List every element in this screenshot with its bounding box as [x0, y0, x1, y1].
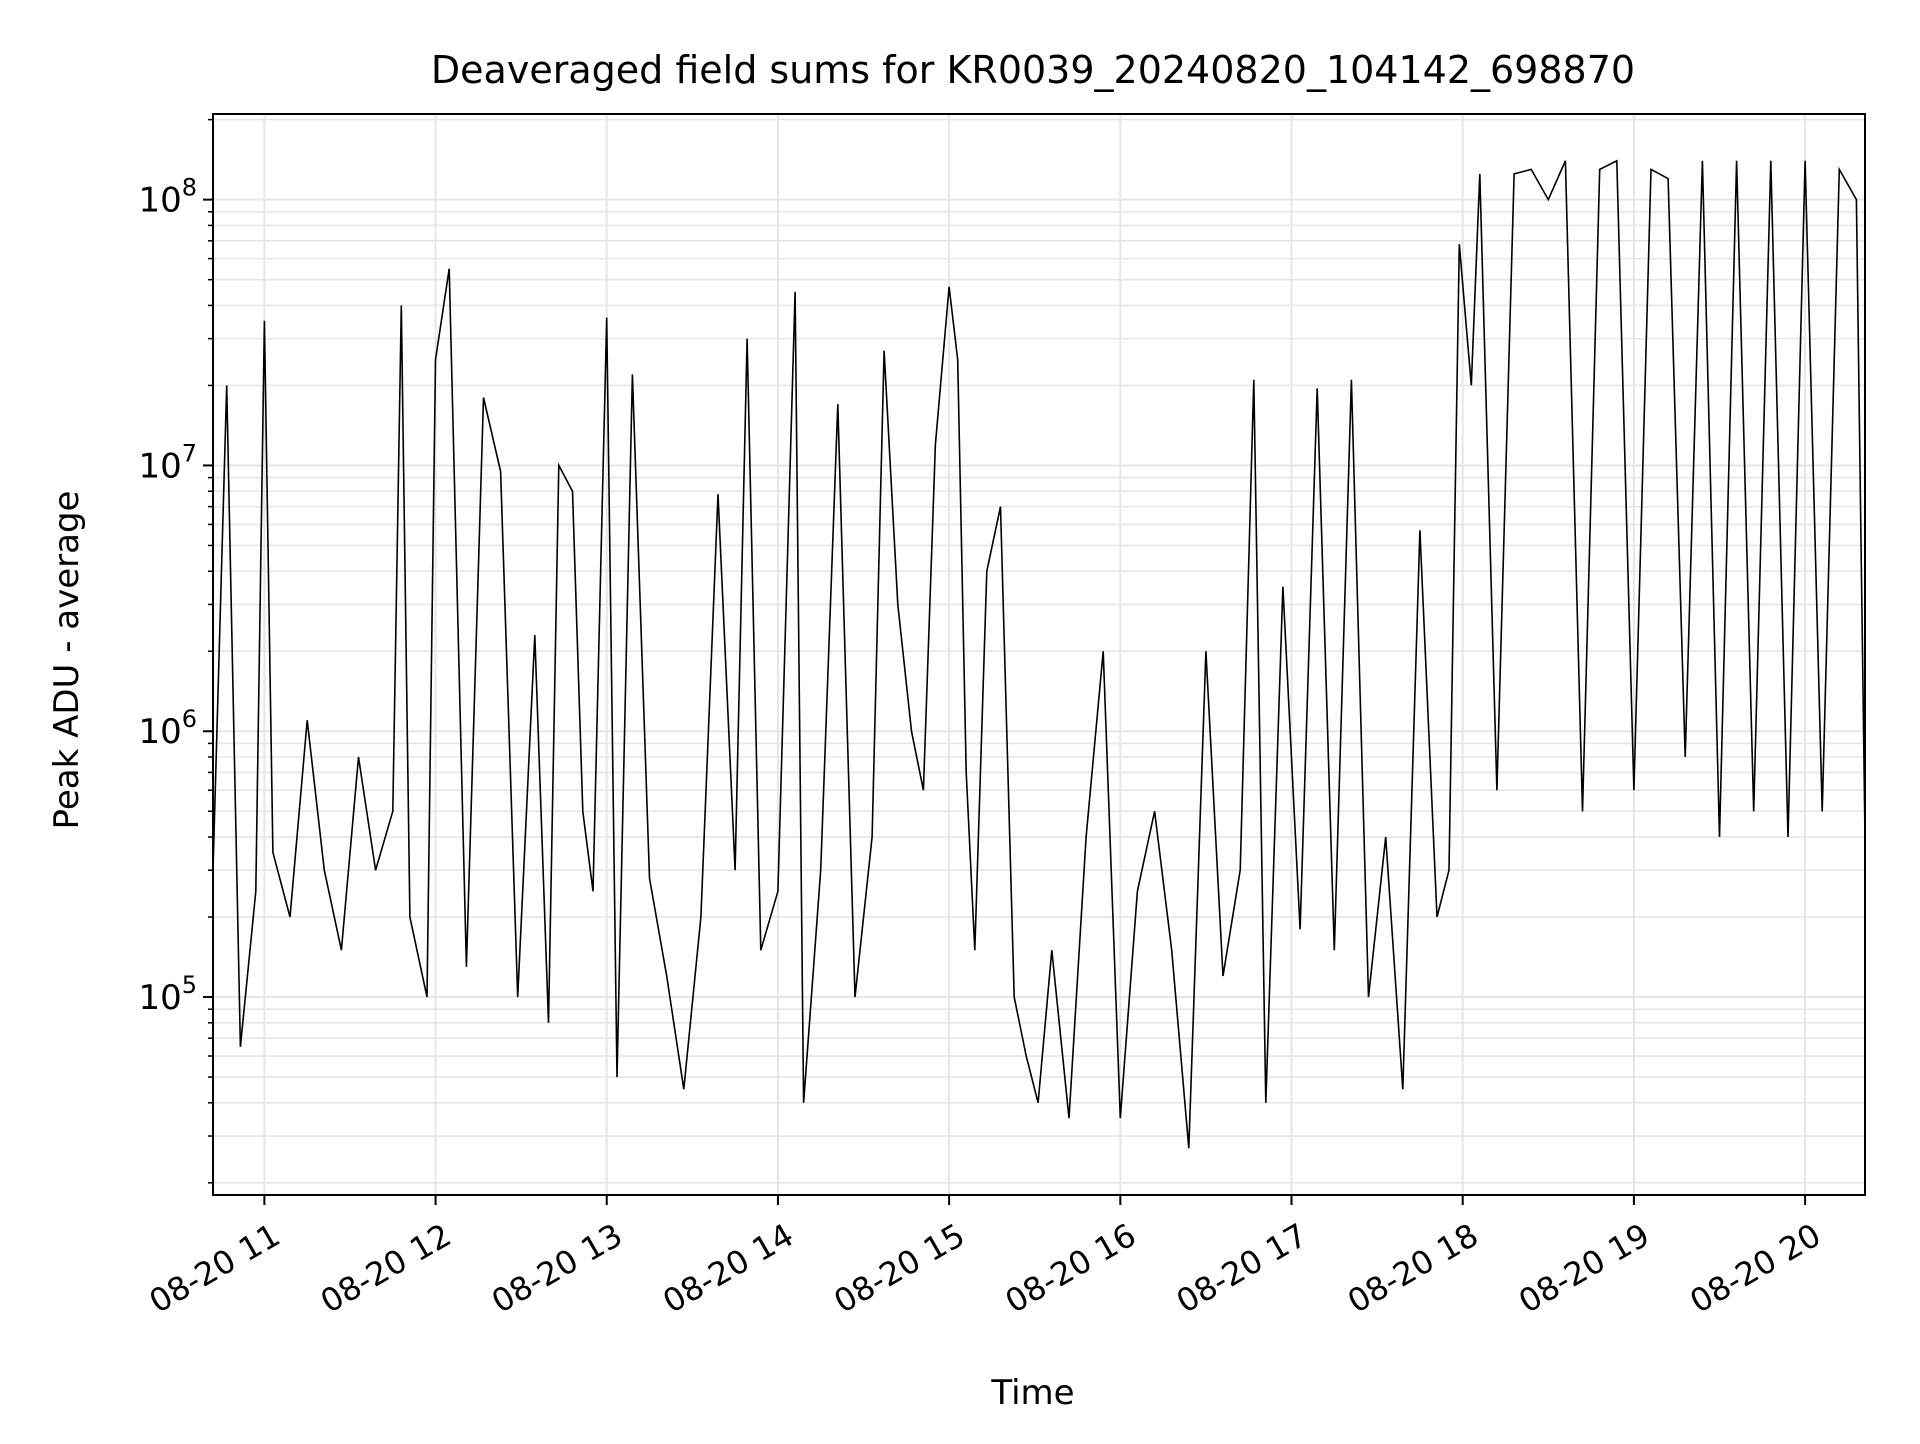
y-tick-exponent: 8: [182, 174, 197, 202]
x-tick-label: 08-20 13: [485, 1216, 629, 1321]
y-tick-base: 10: [138, 446, 181, 486]
y-tick-base: 10: [138, 978, 181, 1018]
y-tick-base: 10: [138, 181, 181, 221]
x-tick-label: 08-20 15: [828, 1216, 972, 1321]
series-line: [212, 159, 1866, 1149]
x-tick-label: 08-20 19: [1512, 1216, 1656, 1321]
y-tick-exponent: 6: [182, 705, 197, 733]
chart-title: Deaveraged field sums for KR0039_2024082…: [431, 48, 1635, 92]
grid-layer: [213, 114, 1865, 1195]
y-tick-exponent: 5: [182, 971, 197, 999]
x-tick-label: 08-20 17: [1170, 1216, 1314, 1321]
y-tick-label: 106: [138, 705, 197, 752]
x-tick-label: 08-20 12: [314, 1216, 458, 1321]
x-tick-label: 08-20 20: [1683, 1216, 1827, 1321]
y-tick-label: 107: [138, 439, 197, 486]
series-layer: [212, 159, 1866, 1149]
y-tick-label: 105: [138, 971, 197, 1018]
x-tick-label: 08-20 14: [656, 1216, 800, 1321]
x-tick-label: 08-20 11: [143, 1216, 287, 1321]
y-axis-label: Peak ADU - average: [47, 491, 87, 830]
y-tick-exponent: 7: [182, 439, 197, 467]
x-axis-label: Time: [990, 1373, 1074, 1413]
plot-frame: [212, 113, 1866, 1196]
y-tick-label: 108: [138, 174, 197, 221]
x-tick-label: 08-20 16: [999, 1216, 1143, 1321]
y-tick-base: 10: [138, 712, 181, 752]
x-tick-label: 08-20 18: [1341, 1216, 1485, 1321]
